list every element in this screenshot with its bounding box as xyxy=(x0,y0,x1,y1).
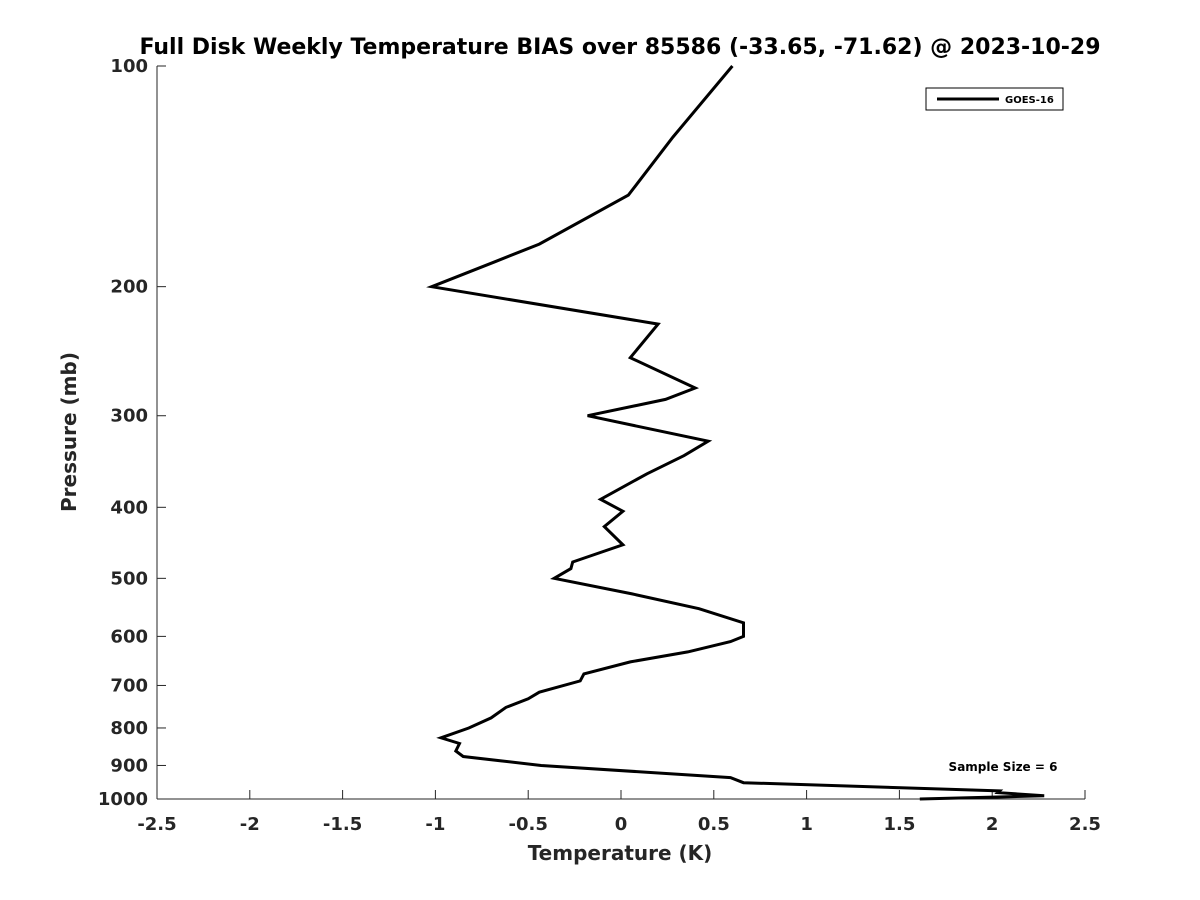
x-ticks-group: -2.5 -2 -1.5 -1 -0.5 0 0.5 1 1.5 2 2.5 xyxy=(137,790,1101,835)
legend-label-goes16: GOES-16 xyxy=(1005,95,1054,106)
x-tick-label: 1.5 xyxy=(883,814,915,835)
y-tick-label: 1000 xyxy=(98,789,148,810)
y-tick-label: 300 xyxy=(110,406,148,427)
x-tick-label: -2.5 xyxy=(137,814,176,835)
x-axis-label: Temperature (K) xyxy=(528,841,713,865)
x-tick-label: 2.5 xyxy=(1069,814,1101,835)
x-tick-label: 0.5 xyxy=(698,814,730,835)
x-tick-label: -2 xyxy=(240,814,260,835)
legend: GOES-16 xyxy=(925,87,1064,111)
y-tick-label: 400 xyxy=(110,497,148,518)
y-axis-label: Pressure (mb) xyxy=(57,352,81,512)
y-tick-label: 600 xyxy=(110,626,148,647)
y-tick-label: 200 xyxy=(110,277,148,298)
axes-group xyxy=(156,66,1085,800)
x-tick-label: -0.5 xyxy=(509,814,548,835)
y-tick-label: 100 xyxy=(110,56,148,77)
chart-title: Full Disk Weekly Temperature BIAS over 8… xyxy=(139,35,1100,60)
y-tick-label: 900 xyxy=(110,755,148,776)
series-group xyxy=(426,65,1045,801)
y-tick-label: 800 xyxy=(110,718,148,739)
x-tick-label: 2 xyxy=(986,814,999,835)
y-tick-label: 700 xyxy=(110,675,148,696)
x-tick-label: -1.5 xyxy=(323,814,362,835)
x-tick-label: 0 xyxy=(615,814,628,835)
series-line-goes16 xyxy=(426,65,1045,801)
sample-size-annotation: Sample Size = 6 xyxy=(949,760,1058,774)
y-ticks-group: 100 200 300 400 500 600 700 800 900 1000 xyxy=(98,56,166,810)
x-tick-label: -1 xyxy=(425,814,445,835)
y-tick-label: 500 xyxy=(110,568,148,589)
x-tick-label: 1 xyxy=(800,814,813,835)
